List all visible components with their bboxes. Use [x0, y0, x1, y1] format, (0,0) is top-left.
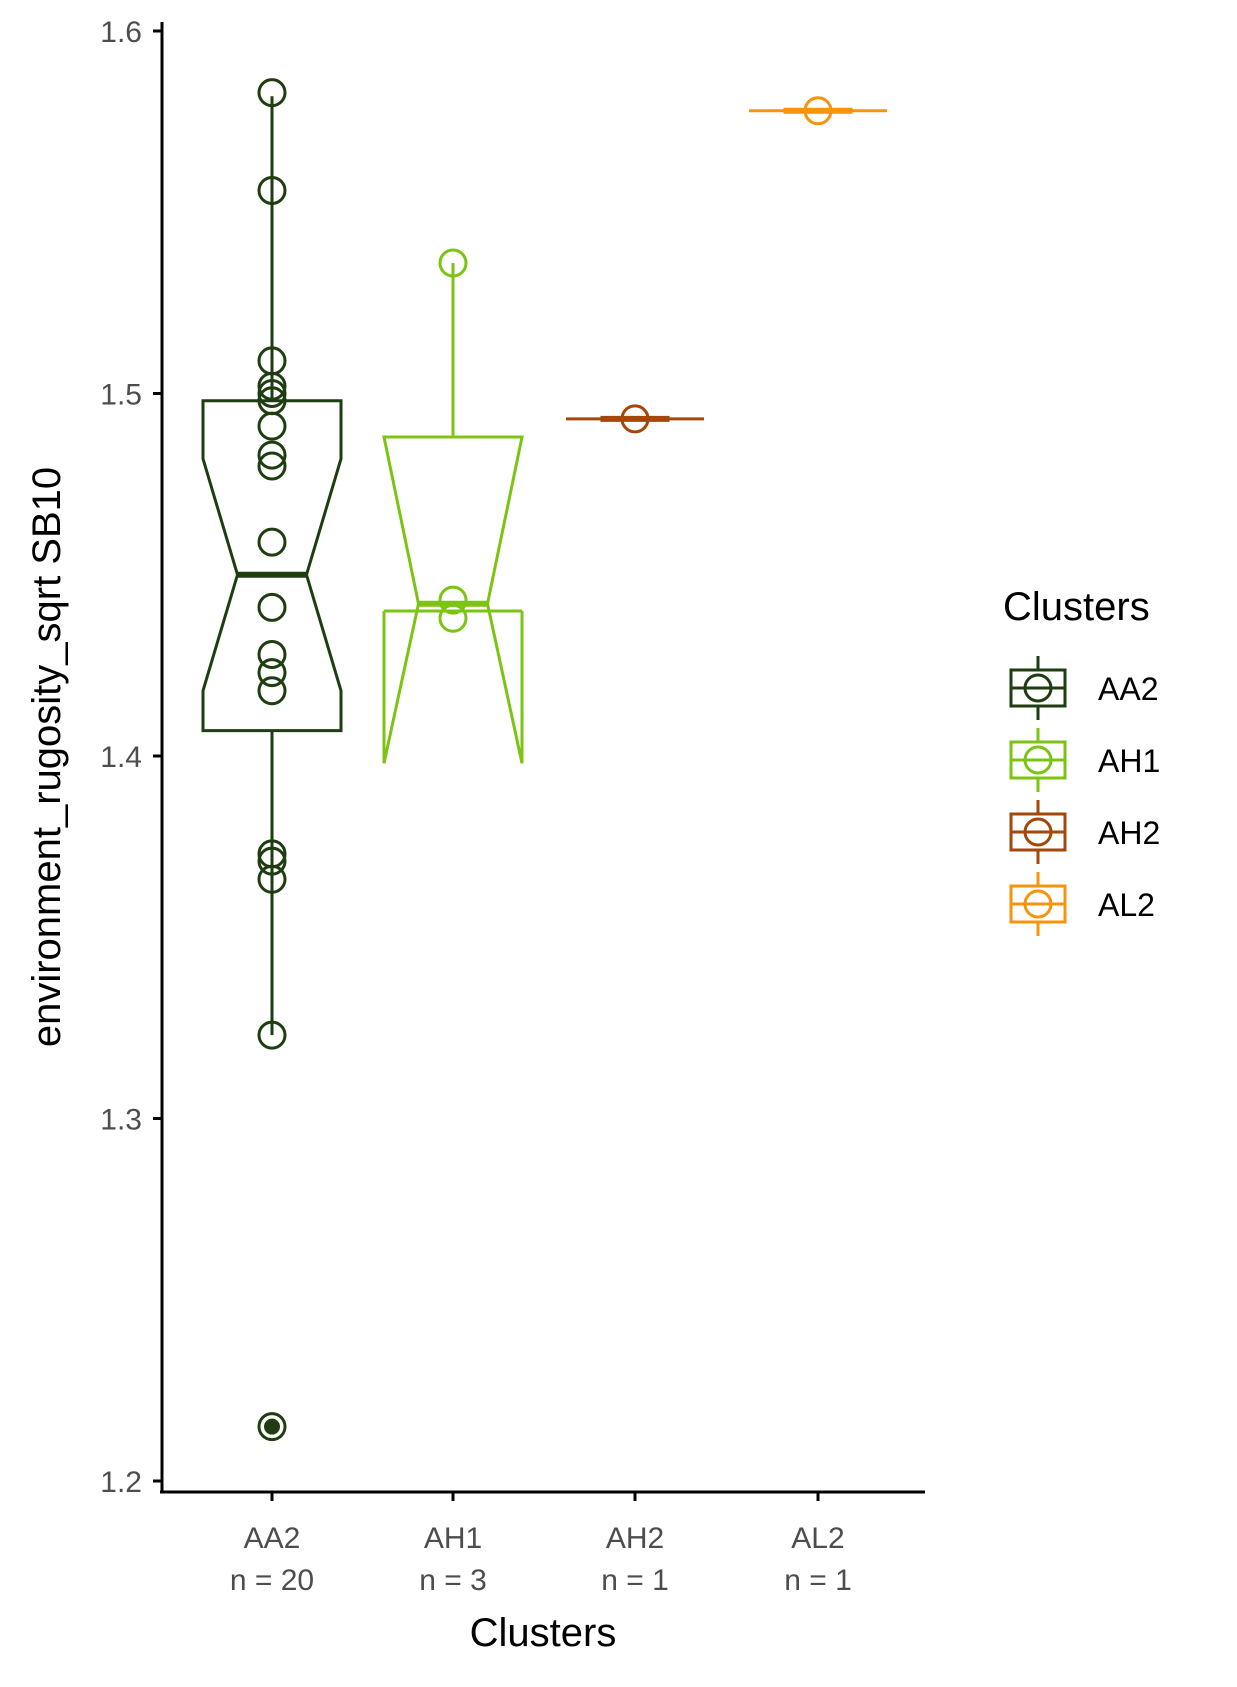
y-axis-title: environment_rugosity_sqrt SB10	[25, 467, 69, 1047]
data-point	[257, 846, 287, 876]
data-point	[257, 864, 287, 894]
legend-key-point	[1023, 673, 1053, 703]
data-point	[257, 1020, 287, 1050]
x-axis-title: Clusters	[470, 1611, 617, 1655]
legend: Clusters AA2 AH1 AH2 AL2	[1003, 585, 1160, 936]
data-point	[257, 592, 287, 622]
y-tick-label: 1.4	[100, 741, 142, 774]
outlier-point	[264, 1418, 280, 1435]
data-point	[803, 96, 833, 126]
data-point	[257, 527, 287, 557]
data-point	[620, 404, 650, 434]
data-point	[257, 78, 287, 108]
x-tick-label: AL2	[791, 1522, 844, 1555]
legend-label: AL2	[1098, 887, 1155, 923]
data-point	[257, 371, 287, 401]
x-tick-label: AH1	[424, 1522, 482, 1555]
data-point	[257, 411, 287, 441]
data-point	[257, 1412, 287, 1442]
legend-title: Clusters	[1003, 585, 1150, 629]
legend-key-point	[1023, 745, 1053, 775]
x-tick-count: n = 1	[784, 1564, 852, 1597]
box-aa2	[201, 96, 343, 1036]
data-point	[257, 640, 287, 669]
legend-entry-ah1: AH1	[1009, 728, 1160, 792]
data-point	[438, 585, 468, 615]
data-point	[257, 440, 287, 470]
legend-entries: AA2 AH1 AH2 AL2	[1009, 656, 1160, 936]
legend-entry-aa2: AA2	[1009, 656, 1158, 720]
legend-entry-al2: AL2	[1009, 872, 1155, 936]
legend-key-point	[1023, 889, 1053, 919]
data-point	[257, 451, 287, 481]
x-tick-count: n = 20	[230, 1564, 314, 1597]
legend-label: AH1	[1098, 743, 1160, 779]
data-point	[257, 176, 287, 205]
y-tick-label: 1.2	[100, 1466, 142, 1499]
data-points	[257, 78, 833, 1442]
axes	[160, 22, 925, 1494]
x-tick-count: n = 1	[601, 1564, 669, 1597]
legend-entry-ah2: AH2	[1009, 800, 1160, 864]
data-point	[438, 603, 468, 633]
legend-label: AH2	[1098, 815, 1160, 851]
y-tick-label: 1.3	[100, 1104, 142, 1137]
legend-label: AA2	[1098, 671, 1158, 707]
y-tick-label: 1.6	[100, 16, 142, 49]
x-tick-label: AH2	[606, 1522, 664, 1555]
x-tick-label: AA2	[244, 1522, 301, 1555]
y-tick-label: 1.5	[100, 379, 142, 412]
boxes	[201, 96, 887, 1036]
data-point	[257, 676, 287, 706]
box-body	[201, 399, 343, 733]
box-ah1	[382, 263, 524, 764]
legend-key-point	[1023, 817, 1053, 847]
box-body	[382, 435, 524, 764]
x-ticks: AA2 n = 20 AH1 n = 3 AH2 n = 1 AL2 n = 1	[230, 1492, 852, 1597]
y-ticks: 1.2 1.3 1.4 1.5 1.6	[100, 16, 162, 1499]
data-point	[257, 658, 287, 688]
data-point	[438, 248, 468, 278]
data-point	[257, 379, 287, 408]
x-tick-count: n = 3	[419, 1564, 487, 1597]
